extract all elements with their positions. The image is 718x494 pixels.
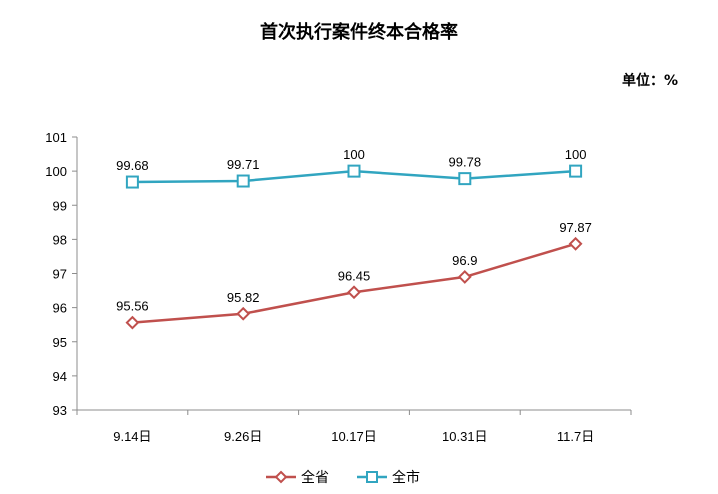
series-point-square <box>569 164 583 178</box>
data-label: 95.82 <box>227 290 260 305</box>
series-point-diamond <box>125 315 140 330</box>
data-label: 96.9 <box>452 253 477 268</box>
x-tick-label: 9.14日 <box>113 429 151 444</box>
y-tick-label: 100 <box>45 164 67 179</box>
series-point-diamond <box>236 306 251 321</box>
legend-marker-diamond <box>274 470 288 484</box>
legend-entry: 全市 <box>392 469 420 486</box>
series-point-square <box>236 174 250 188</box>
legend-marker-square <box>366 471 378 483</box>
x-tick-label: 10.17日 <box>331 429 377 444</box>
x-tick-label: 10.31日 <box>442 429 488 444</box>
data-label: 100 <box>565 147 587 162</box>
y-tick-label: 98 <box>53 232 67 247</box>
legend-entry: 全省 <box>301 469 329 486</box>
data-label: 99.78 <box>449 155 482 170</box>
series-point-square <box>125 175 139 189</box>
series-point-diamond <box>457 269 472 284</box>
x-tick-label: 9.26日 <box>224 429 262 444</box>
data-label: 99.68 <box>116 158 149 173</box>
data-label: 97.87 <box>559 220 592 235</box>
unit-label: 单位：% <box>621 73 678 89</box>
series-point-square <box>458 172 472 186</box>
data-label: 96.45 <box>338 268 371 283</box>
y-tick-label: 96 <box>53 301 67 316</box>
data-label: 100 <box>343 147 365 162</box>
y-tick-label: 93 <box>53 403 67 418</box>
y-tick-label: 101 <box>45 130 67 145</box>
y-tick-label: 99 <box>53 198 67 213</box>
x-tick-label: 11.7日 <box>557 429 594 444</box>
data-label: 99.71 <box>227 157 260 172</box>
series-point-diamond <box>347 285 361 300</box>
y-tick-label: 95 <box>53 335 67 350</box>
y-tick-label: 97 <box>53 267 67 282</box>
data-label: 95.56 <box>116 299 149 314</box>
y-tick-label: 94 <box>53 369 67 384</box>
series-point-square <box>347 164 361 178</box>
series-point-diamond <box>568 236 583 251</box>
chart-title: 首次执行案件终本合格率 <box>260 22 458 43</box>
